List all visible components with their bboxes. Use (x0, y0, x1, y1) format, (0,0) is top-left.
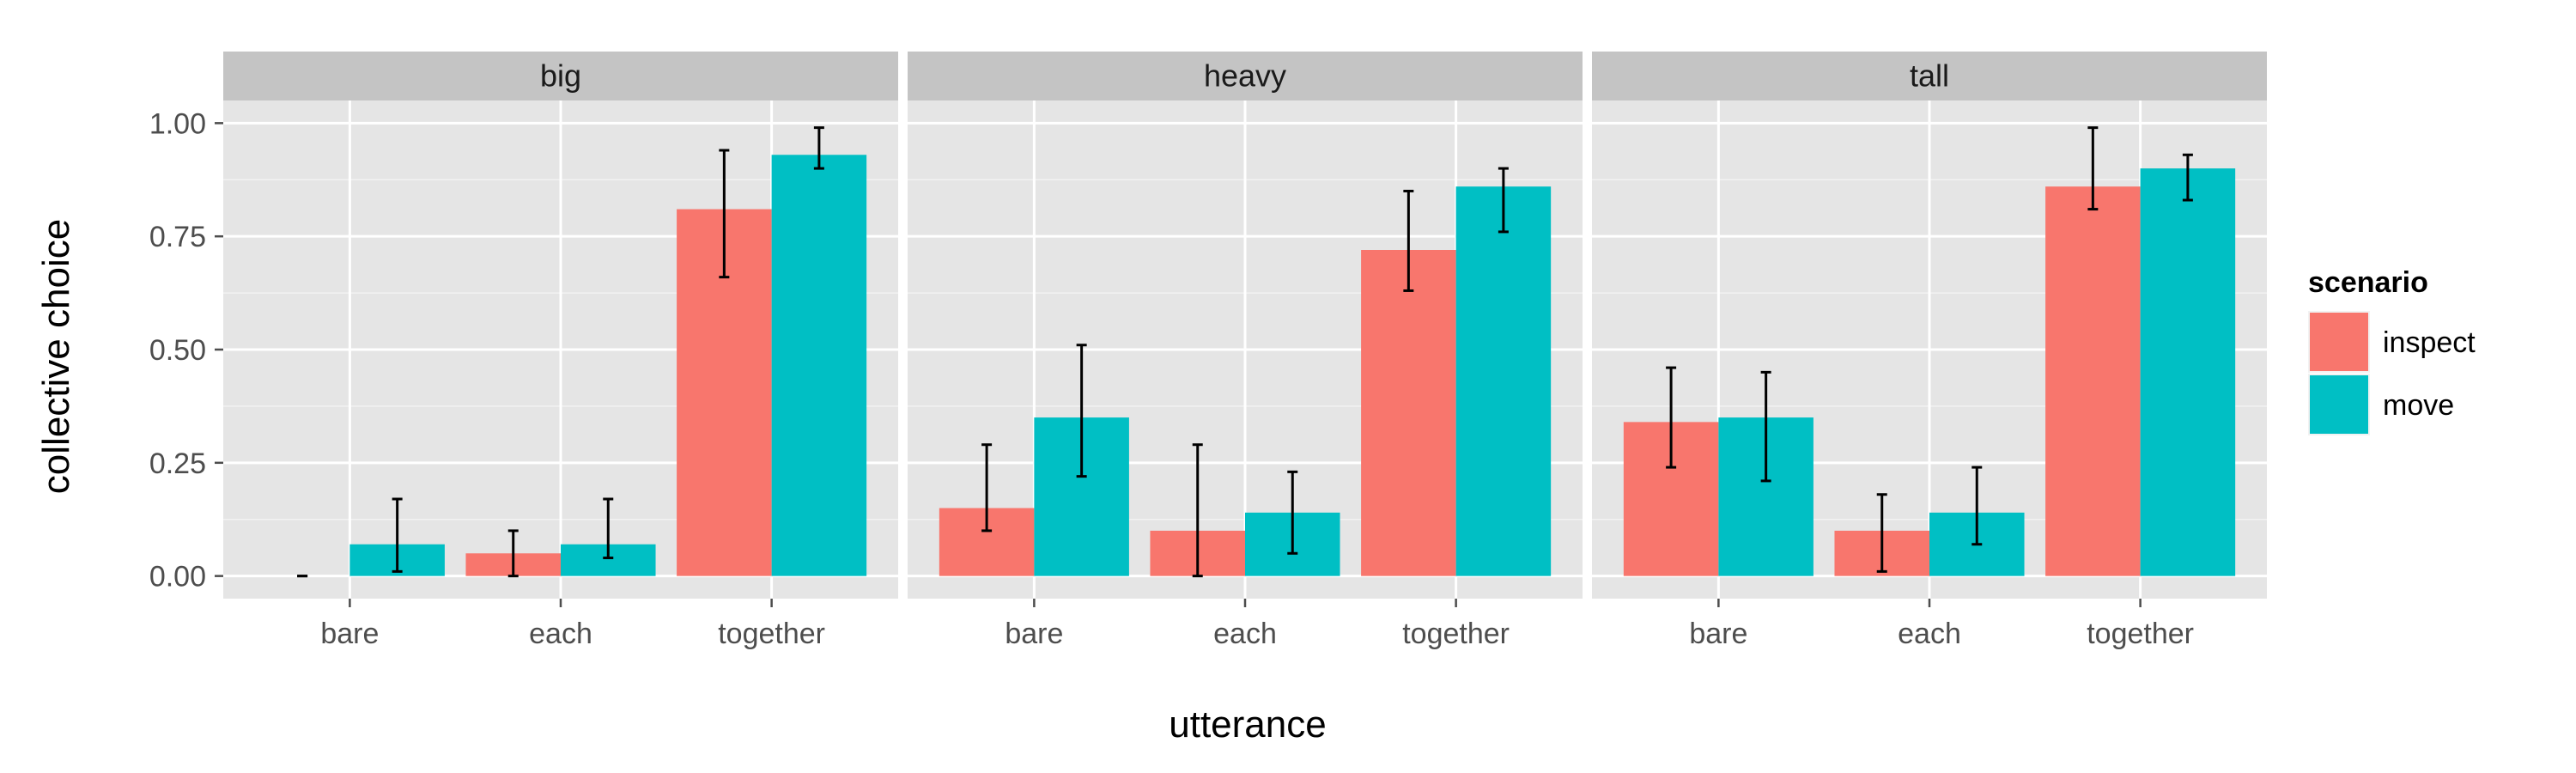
legend-title: scenario (2308, 266, 2428, 299)
x-tick-label: each (529, 618, 592, 650)
y-tick-label: 1.00 (149, 107, 206, 140)
legend: scenario inspect move (2308, 266, 2476, 435)
legend-key-move (2310, 375, 2368, 434)
error-bar-inspect-together (719, 149, 730, 279)
facet-strip-label: tall (1910, 58, 1949, 94)
legend-label-inspect: inspect (2383, 326, 2476, 359)
bar-move-together (1455, 186, 1552, 576)
x-tick-label: bare (1005, 618, 1063, 650)
facet-panel-big: big bare each together (223, 52, 898, 650)
error-bar-inspect-together (1403, 189, 1414, 292)
bar-move-together (771, 155, 867, 576)
error-bar-move-together (813, 126, 824, 170)
error-bar-move-together (1498, 167, 1509, 234)
error-bar-move-bare (1076, 344, 1087, 478)
y-axis: 0.00 0.25 0.50 0.75 1.00 (149, 107, 223, 593)
facet-strip-label: big (540, 58, 581, 94)
x-tick-label: each (1213, 618, 1277, 650)
facet-strip-label: heavy (1204, 58, 1286, 94)
error-bar-move-each (1971, 466, 1983, 546)
x-tick-label: together (2087, 618, 2194, 650)
x-tick-label: each (1898, 618, 1961, 650)
error-bar-inspect-together (2087, 126, 2099, 211)
facet-strip (1592, 52, 2267, 100)
error-bar-move-each (603, 497, 614, 560)
bar-inspect-together (2045, 186, 2141, 576)
x-tick-label: bare (1689, 618, 1747, 650)
facet-panels: big bare each together heavy bare each together… (223, 52, 2267, 650)
error-bar-inspect-bare (981, 443, 993, 533)
error-bar-inspect-each (1876, 493, 1887, 573)
error-bar-move-each (1287, 470, 1298, 555)
y-tick-label: 0.50 (149, 334, 206, 367)
bar-move-together (2140, 168, 2236, 576)
error-bar-move-together (2182, 153, 2193, 202)
facet-panel-tall: tall bare each together (1592, 52, 2267, 650)
y-axis-title: collective choice (35, 219, 77, 494)
x-tick-label: together (1402, 618, 1510, 650)
error-bar-move-bare (392, 497, 403, 573)
y-tick-label: 0.00 (149, 561, 206, 593)
legend-label-move: move (2383, 389, 2454, 422)
y-tick-label: 0.25 (149, 447, 206, 480)
x-axis-title: utterance (1169, 703, 1326, 746)
x-tick-label: together (718, 618, 825, 650)
error-bar-inspect-each (1192, 443, 1203, 578)
facet-panel-heavy: heavy bare each together (908, 52, 1583, 650)
error-bar-inspect-each (507, 529, 519, 578)
legend-key-inspect (2310, 313, 2368, 371)
x-tick-label: bare (320, 618, 379, 650)
y-tick-label: 0.75 (149, 221, 206, 253)
error-bar-move-bare (1760, 370, 1771, 483)
facet-strip (908, 52, 1583, 100)
error-bar-inspect-bare (1666, 366, 1677, 469)
bar-inspect-together (1361, 250, 1456, 576)
facet-strip (223, 52, 898, 100)
